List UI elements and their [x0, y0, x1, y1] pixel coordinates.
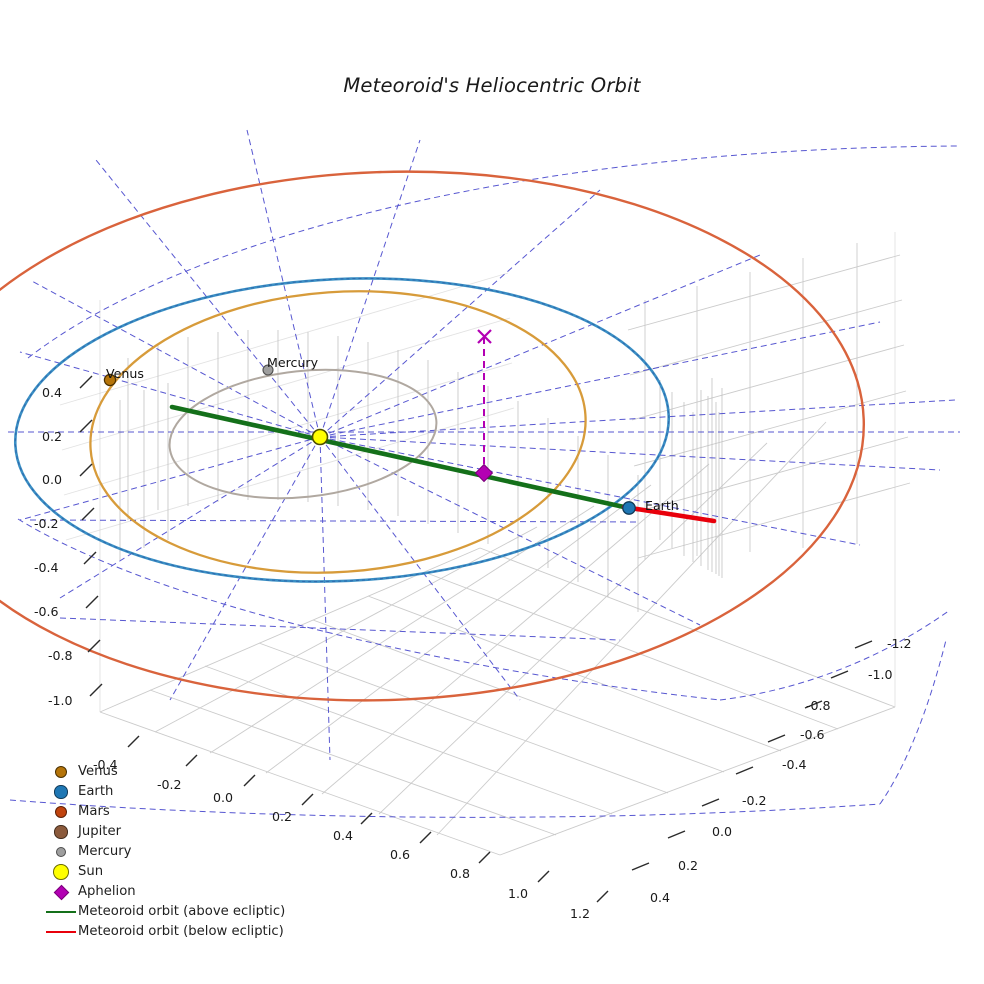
legend-item-mars[interactable]: Mars [44, 802, 294, 822]
x-tick-6: 0.8 [450, 866, 471, 881]
legend-item-orbit-below[interactable]: Meteoroid orbit (below ecliptic) [44, 922, 294, 942]
y-tick-5: -0.2 [742, 793, 767, 808]
mercury-marker [262, 364, 274, 376]
aphelion-cross-icon [477, 329, 492, 344]
z-tick-1: 0.2 [42, 429, 63, 444]
z-tick-7: -1.0 [48, 693, 73, 708]
legend-label-earth: Earth [78, 784, 114, 799]
legend-label-aphelion: Aphelion [78, 884, 136, 899]
y-tick-8: 0.4 [650, 890, 671, 905]
x-tick-4: 0.4 [333, 828, 354, 843]
earth-marker-icon [44, 782, 78, 802]
page-title: Meteoroid's Heliocentric Orbit [343, 74, 641, 97]
x-tick-7: 1.0 [508, 886, 529, 901]
x-tick-0: -0.4 [93, 757, 118, 772]
legend-label-mercury: Mercury [78, 844, 132, 859]
earth-marker [622, 501, 636, 515]
z-tick-3: -0.2 [34, 516, 59, 531]
meteoroid-orbit-above-ecliptic [169, 404, 627, 510]
ecliptic-reference-lines [8, 129, 961, 818]
x-tick-1: -0.2 [157, 777, 182, 792]
earth-point-label: Earth [645, 498, 679, 513]
red-line-icon [44, 922, 78, 942]
legend-label-venus: Venus [78, 764, 118, 779]
meteoroid-orbit-below-ecliptic [621, 504, 717, 524]
legend-item-sun[interactable]: Sun [44, 862, 294, 882]
aphelion-diamond-icon [44, 882, 78, 902]
legend-label-jupiter: Jupiter [78, 824, 121, 839]
y-tick-0: -1.2 [887, 636, 912, 651]
y-tick-1: -1.0 [868, 667, 893, 682]
legend-item-aphelion[interactable]: Aphelion [44, 882, 294, 902]
venus-marker [103, 373, 117, 387]
earth-orbit [13, 277, 671, 583]
x-tick-3: 0.2 [272, 809, 293, 824]
z-tick-6: -0.8 [48, 648, 73, 663]
x-tick-8: 1.2 [570, 906, 591, 921]
mars-orbit [0, 170, 865, 702]
jupiter-marker-icon [44, 822, 78, 842]
x-tick-2: 0.0 [213, 790, 234, 805]
legend-label-orbit-below: Meteoroid orbit (below ecliptic) [78, 924, 284, 939]
aphelion-marker [474, 463, 494, 483]
vertical-stem-lines [119, 330, 723, 612]
z-tick-5: -0.6 [34, 604, 59, 619]
legend-label-sun: Sun [78, 864, 104, 879]
sun-marker [311, 428, 329, 446]
mars-marker-icon [44, 802, 78, 822]
z-tick-4: -0.4 [34, 560, 59, 575]
mercury-point-label: Mercury [267, 355, 319, 370]
sun-marker-icon [44, 862, 78, 882]
z-tick-2: 0.0 [42, 472, 63, 487]
legend-label-mars: Mars [78, 804, 110, 819]
z-tick-0: 0.4 [42, 385, 63, 400]
x-tick-5: 0.6 [390, 847, 411, 862]
y-tick-7: 0.2 [678, 858, 699, 873]
legend-item-venus[interactable]: Venus [44, 762, 294, 782]
legend-label-orbit-above: Meteoroid orbit (above ecliptic) [78, 904, 286, 919]
mercury-marker-icon [44, 842, 78, 862]
legend-item-orbit-above[interactable]: Meteoroid orbit (above ecliptic) [44, 902, 294, 922]
venus-orbit [89, 290, 587, 574]
mercury-orbit [168, 368, 438, 500]
y-tick-2: -0.8 [806, 698, 831, 713]
legend: Venus Earth Mars Jupiter Mercury [44, 762, 294, 942]
legend-item-earth[interactable]: Earth [44, 782, 294, 802]
y-tick-3: -0.6 [800, 727, 825, 742]
legend-item-jupiter[interactable]: Jupiter [44, 822, 294, 842]
axis-tick-marks [79, 375, 873, 903]
venus-marker-icon [44, 762, 78, 782]
y-tick-6: 0.0 [712, 824, 733, 839]
legend-item-mercury[interactable]: Mercury [44, 842, 294, 862]
y-tick-4: -0.4 [782, 757, 807, 772]
green-line-icon [44, 902, 78, 922]
venus-point-label: Venus [106, 366, 144, 381]
